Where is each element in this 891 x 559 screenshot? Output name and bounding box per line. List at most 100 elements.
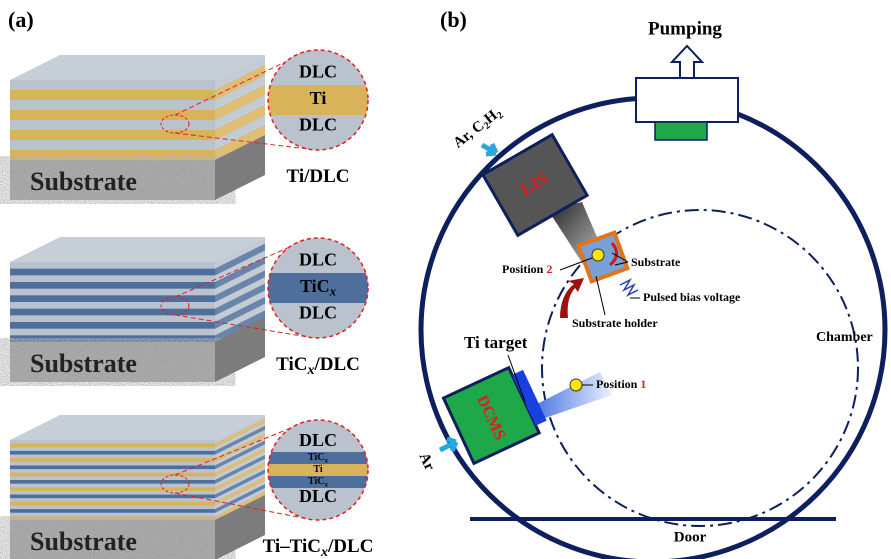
layer-sub: x <box>329 284 336 298</box>
layer <box>10 289 215 296</box>
layer <box>10 269 215 276</box>
layer <box>10 335 215 342</box>
layer-label: DLC <box>299 62 337 82</box>
caption: Ti–TiCx/DLC <box>263 536 374 559</box>
layer <box>10 462 215 466</box>
layer <box>10 90 215 101</box>
door-label: Door <box>674 529 707 545</box>
panel-a: (a) Substrate DLC Ti DLC Ti/DLC Substrate DLC Ti… <box>8 7 373 559</box>
layer-text: DLC <box>299 486 337 506</box>
layer-label: Ti <box>310 88 327 108</box>
layer <box>10 458 215 462</box>
caption-part: Ti–TiC <box>263 536 321 557</box>
pulsed-bias-label: Pulsed bias voltage <box>643 290 741 304</box>
t: Position <box>502 262 546 276</box>
gas-lis-label: Ar, C2H2 <box>451 105 506 154</box>
pump-arrow <box>672 46 702 78</box>
pumping-label: Pumping <box>648 18 722 39</box>
substrate-label: Substrate <box>30 527 137 556</box>
layer <box>10 110 215 121</box>
chamber-label: Chamber <box>816 330 873 345</box>
layer <box>10 465 215 469</box>
figure: (a) Substrate DLC Ti DLC Ti/DLC Substrate DLC Ti… <box>0 0 891 559</box>
layer <box>10 498 215 502</box>
layer <box>10 444 215 448</box>
gas-dcms-label: Ar <box>416 450 438 473</box>
stack-block: Substrate DLC Ti DLC Ti/DLC <box>10 50 368 200</box>
t: 1 <box>640 377 646 391</box>
position-1-dot <box>570 379 582 391</box>
layer <box>10 262 215 269</box>
layer <box>10 275 215 282</box>
layer <box>10 509 215 513</box>
layer-text: Ti <box>310 88 327 108</box>
layer-text: DLC <box>299 303 337 323</box>
layer <box>10 502 215 506</box>
layer <box>10 440 215 444</box>
layer <box>10 295 215 302</box>
layer <box>10 322 215 329</box>
layer <box>10 150 215 161</box>
layer <box>10 309 215 316</box>
layer-text: TiC <box>308 452 325 463</box>
layer <box>10 473 215 477</box>
layer <box>10 476 215 480</box>
layer <box>10 80 215 91</box>
substrate-label: Substrate <box>631 255 681 269</box>
caption-part: /DLC <box>313 354 359 375</box>
substrate-label: Substrate <box>30 167 137 196</box>
layer <box>10 505 215 509</box>
layer-text: DLC <box>299 62 337 82</box>
layer-label: DLC <box>299 250 337 270</box>
caption-part: x <box>306 363 314 378</box>
pump-flange <box>655 122 707 140</box>
position-2-dot <box>592 249 604 261</box>
t: Position <box>596 377 640 391</box>
motion-arrow <box>560 278 584 318</box>
substrate-label: Substrate <box>30 349 137 378</box>
holder-label: Substrate holder <box>572 316 658 330</box>
layer <box>10 130 215 141</box>
layer-text: DLC <box>299 250 337 270</box>
layer <box>10 140 215 151</box>
panel-b: Pumping Ar, C2H2 LIS Position 2 Substrat… <box>416 7 885 559</box>
layer <box>10 100 215 111</box>
t: 2 <box>546 262 552 276</box>
layer-text: DLC <box>299 430 337 450</box>
caption: Ti/DLC <box>286 166 349 187</box>
layer <box>10 447 215 451</box>
ti-target-label: Ti target <box>464 333 528 352</box>
bias-symbol <box>620 280 638 295</box>
layer <box>10 455 215 459</box>
position-1-label: Position 1 <box>596 377 646 391</box>
layer-label: Ti <box>313 464 322 475</box>
position-2-label: Position 2 <box>502 262 552 276</box>
layer-sub: x <box>324 456 329 464</box>
layer <box>10 513 215 517</box>
layer <box>10 302 215 309</box>
layer-label: DLC <box>299 115 337 135</box>
gas-arrow-dcms <box>440 439 456 451</box>
layer <box>10 484 215 488</box>
stack-block: SubstrateDLCTiCxDLCTiCx/DLC <box>10 237 368 382</box>
caption-part: x <box>320 545 328 559</box>
caption-part: Ti/DLC <box>286 166 349 187</box>
panel-label: (b) <box>440 7 467 32</box>
caption-part: TiC <box>276 354 307 375</box>
layer <box>10 480 215 484</box>
layer-label: DLC <box>299 430 337 450</box>
layer-text: DLC <box>299 115 337 135</box>
layer-label: DLC <box>299 486 337 506</box>
layer <box>10 282 215 289</box>
caption-part: /DLC <box>327 536 373 557</box>
pump-box <box>636 78 738 122</box>
layer-label: DLC <box>299 303 337 323</box>
layer <box>10 329 215 336</box>
layer <box>10 120 215 131</box>
panel-label: (a) <box>8 7 34 32</box>
layer-text: Ti <box>313 464 322 475</box>
layer <box>10 487 215 491</box>
caption: TiCx/DLC <box>276 354 360 378</box>
layer <box>10 451 215 455</box>
